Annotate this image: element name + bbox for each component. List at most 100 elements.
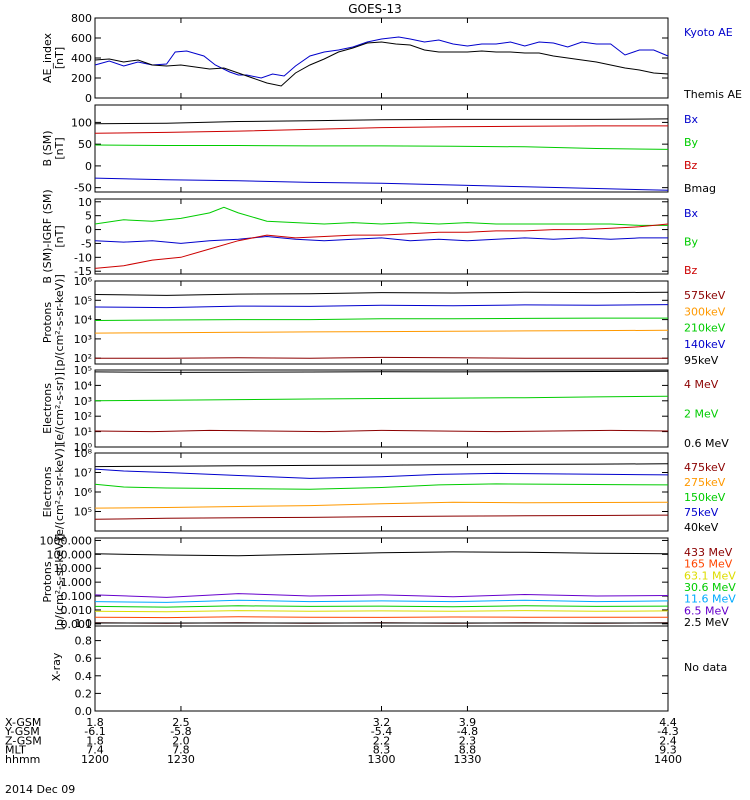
series-line-by <box>94 206 668 226</box>
legend-label: 75keV <box>684 506 719 519</box>
x-axis-value: -5.8 <box>170 725 191 738</box>
y-axis-label: Protons[p/(cm²-s-sr-keV)] <box>41 534 66 631</box>
y-tick-label: -15 <box>74 265 92 278</box>
y-axis-label-line: [nT] <box>53 225 66 247</box>
y-axis-label: AE_index[nT] <box>41 32 66 83</box>
y-axis-label: B (SM)-IGRF (SM)[nT] <box>41 189 66 283</box>
series-line-themis-ae <box>94 41 669 87</box>
panel-frame <box>94 622 669 712</box>
y-tick-label: 10⁴ <box>74 379 93 392</box>
legend-label: By <box>684 136 699 149</box>
panel-frame <box>94 17 669 99</box>
y-tick-label: 1.000 <box>61 576 93 589</box>
y-axis-label-line: B (SM) <box>41 130 54 166</box>
y-tick-label: 10⁷ <box>74 467 92 480</box>
x-axis-value: -4.8 <box>457 725 478 738</box>
y-tick-label: 0 <box>85 160 92 173</box>
legend-label: 300keV <box>684 305 726 318</box>
y-tick-label: 1000.000 <box>40 534 93 547</box>
y-tick-label: 0.100 <box>61 590 93 603</box>
y-axis-label-line: AE_index <box>41 32 54 83</box>
x-axis-row-label: X-GSM <box>5 716 41 729</box>
legend-label: 63.1 MeV <box>684 569 736 582</box>
y-tick-label: 10 <box>78 196 92 209</box>
x-axis-value: -4.3 <box>657 725 678 738</box>
series-line-165-mev <box>94 616 668 619</box>
series-line-bx <box>94 235 668 244</box>
series-line-bx <box>94 177 669 191</box>
series-line-575kev <box>95 356 668 359</box>
legend-label: 95keV <box>684 354 719 367</box>
series-line-40kev <box>94 463 669 468</box>
legend-label: 6.5 MeV <box>684 604 729 617</box>
y-tick-label: 5 <box>85 210 92 223</box>
y-tick-label: 0.4 <box>75 670 93 683</box>
series-line-150kev <box>94 483 669 490</box>
legend-label: 0.6 MeV <box>684 437 729 450</box>
series-line-2-mev <box>94 395 669 402</box>
x-axis-value: 2.4 <box>659 734 677 747</box>
x-axis-value: -5.4 <box>371 725 392 738</box>
y-axis-label-line: [nT] <box>53 137 66 159</box>
y-tick-label: 100 <box>71 116 92 129</box>
x-axis-value: -6.1 <box>84 725 105 738</box>
panel-frame <box>94 198 669 275</box>
legend-label: Kyoto AE <box>684 26 733 39</box>
y-tick-label: 10² <box>74 410 92 423</box>
y-tick-label: 0 <box>85 92 92 105</box>
x-axis-value: 9.3 <box>659 744 677 757</box>
x-axis-value: 8.3 <box>373 744 391 757</box>
y-axis-label-line: [p/(cm²-s-sr-keV)] <box>53 274 66 371</box>
series-line-bz <box>94 125 668 134</box>
y-axis-label: Protons[p/(cm²-s-sr-keV)] <box>41 274 66 371</box>
y-tick-label: 0.0 <box>75 705 93 718</box>
panel-2: -50 0 50 100 B (SM)[nT] Bx By Bz Bmag <box>41 104 716 195</box>
y-tick-label: 10⁵ <box>74 506 92 519</box>
y-axis-label-line: [e/(cm²-s-sr-keV)] <box>53 444 66 540</box>
panel-6: 10⁵ 10⁶ 10⁷ 10⁸ Electrons[e/(cm²-s-sr-keV)] 4… <box>41 444 726 540</box>
legend-label: 40keV <box>684 521 719 534</box>
y-axis-label-line: Electrons <box>41 466 54 517</box>
y-tick-label: 10.000 <box>54 562 93 575</box>
x-axis-value: 7.8 <box>172 744 190 757</box>
legend-label: 275keV <box>684 476 726 489</box>
y-tick-label: 0.6 <box>75 652 93 665</box>
legend-label: Bz <box>684 264 698 277</box>
legend-label: 150keV <box>684 491 726 504</box>
y-axis-label-line: Protons <box>41 302 54 343</box>
x-axis-row-label: Z-GSM <box>5 734 42 747</box>
series-line-75kev <box>94 468 669 479</box>
y-tick-label: 10¹ <box>74 426 92 439</box>
x-axis-value: 7.4 <box>86 744 104 757</box>
y-tick-label: 400 <box>71 52 92 65</box>
x-axis-table: X-GSM 1.8 2.5 3.2 3.9 4.4 Y-GSM -6.1 -5.8 -5.4 -4.… <box>4 716 682 766</box>
y-tick-label: 0 <box>85 224 92 237</box>
panel-5: 10⁰ 10¹ 10² 10³ 10⁴ 10⁵ Electrons[e/(cm²-s-sr)… <box>41 364 729 454</box>
x-axis-value: 1300 <box>368 753 396 766</box>
legend-label: Bmag <box>684 182 716 195</box>
y-axis-label: X-ray <box>50 652 63 681</box>
y-axis-label-line: [nT] <box>53 47 66 69</box>
y-axis-label-line: X-ray <box>50 652 63 681</box>
y-tick-label: 200 <box>71 72 92 85</box>
x-axis-value: 1.8 <box>86 734 104 747</box>
x-axis-value: 2.2 <box>373 734 391 747</box>
x-axis-value: 2.5 <box>172 716 190 729</box>
series-line-6-5-mev <box>94 593 669 598</box>
series-line-4-mev <box>94 429 669 433</box>
x-axis-value: 8.8 <box>459 744 477 757</box>
y-tick-label: 10⁸ <box>74 447 93 460</box>
series-line-95kev <box>94 291 669 296</box>
panel-frame <box>94 280 669 365</box>
y-tick-label: 800 <box>71 12 92 25</box>
legend-label: 4 MeV <box>684 378 719 391</box>
legend-label: Bx <box>684 113 699 126</box>
x-axis-value: 2.3 <box>459 734 477 747</box>
series-line-by <box>94 144 669 150</box>
panel-frame <box>94 369 669 448</box>
y-axis-label-line: [e/(cm²-s-sr)] <box>53 372 66 445</box>
series-line-475kev <box>94 514 669 520</box>
y-tick-label: 0.010 <box>61 604 93 617</box>
